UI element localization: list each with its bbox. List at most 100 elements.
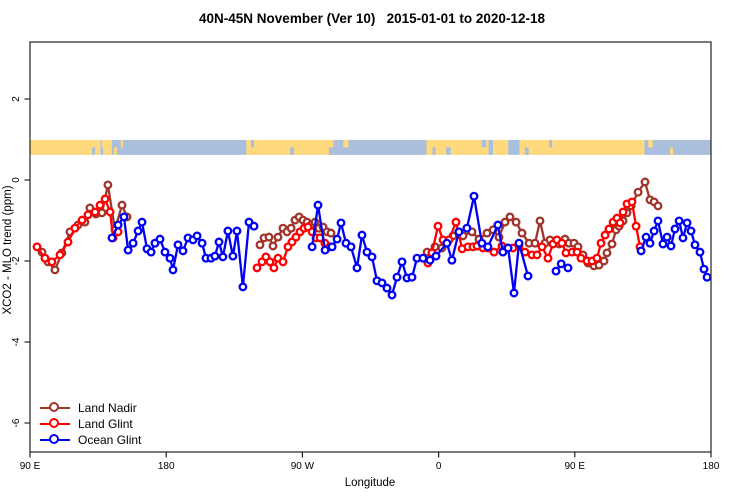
y-tick-label: 0 bbox=[11, 177, 22, 183]
data-point bbox=[653, 201, 663, 211]
data-point bbox=[137, 217, 147, 227]
series-ocean-glint bbox=[107, 191, 712, 300]
data-point bbox=[454, 227, 464, 237]
data-point bbox=[658, 239, 668, 249]
data-point bbox=[649, 226, 659, 236]
land-nadir-marker-icon bbox=[40, 402, 70, 414]
band-speck-ocean bbox=[432, 147, 436, 155]
band-segment-land bbox=[426, 139, 489, 155]
data-point bbox=[265, 257, 275, 267]
legend-label: Land Glint bbox=[78, 417, 133, 431]
data-point bbox=[100, 194, 110, 204]
x-tick-label: 90 E bbox=[20, 461, 41, 472]
data-point bbox=[90, 207, 100, 217]
map-band bbox=[30, 139, 711, 155]
band-segment-ocean bbox=[488, 139, 494, 155]
data-point bbox=[653, 216, 663, 226]
data-point bbox=[433, 221, 443, 231]
band-speck-ocean bbox=[481, 139, 487, 148]
data-point bbox=[451, 217, 461, 227]
data-point bbox=[252, 263, 262, 273]
data-point bbox=[641, 232, 651, 242]
data-point bbox=[670, 224, 680, 234]
chart-title: 40N-45N November (Ver 10) 2015-01-01 to … bbox=[199, 11, 545, 26]
band-segment-land bbox=[103, 139, 112, 155]
data-point bbox=[596, 238, 606, 248]
y-tick-label: 2 bbox=[11, 96, 22, 102]
band-speck-ocean bbox=[446, 147, 451, 155]
band-speck-land bbox=[113, 147, 118, 155]
data-point bbox=[336, 218, 346, 228]
data-point bbox=[431, 251, 441, 261]
data-point bbox=[197, 238, 207, 248]
band-speck-land bbox=[670, 147, 674, 155]
data-point bbox=[269, 263, 279, 273]
legend: Land Nadir Land Glint Ocean Glint bbox=[40, 400, 141, 448]
data-point bbox=[232, 226, 242, 236]
y-axis-label: XCO2 - MLO trend (ppm) bbox=[2, 185, 14, 314]
data-point bbox=[97, 208, 107, 218]
data-point bbox=[255, 240, 265, 250]
data-point bbox=[425, 255, 435, 265]
data-point bbox=[63, 237, 73, 247]
data-point bbox=[133, 226, 143, 236]
data-point bbox=[699, 264, 709, 274]
data-point bbox=[326, 228, 336, 238]
data-point bbox=[83, 210, 93, 220]
legend-item-ocean-glint: Ocean Glint bbox=[40, 432, 141, 448]
data-point bbox=[407, 272, 417, 282]
data-point bbox=[509, 288, 519, 298]
band-segment-ocean bbox=[111, 139, 247, 155]
band-speck-ocean bbox=[549, 139, 553, 148]
data-point bbox=[572, 247, 582, 257]
data-point bbox=[397, 257, 407, 267]
data-point bbox=[273, 232, 283, 242]
data-point bbox=[168, 265, 178, 275]
band-speck-ocean bbox=[92, 147, 96, 155]
data-point bbox=[40, 253, 50, 263]
data-point bbox=[105, 207, 115, 217]
data-point bbox=[532, 250, 542, 260]
y-tick-label: -2 bbox=[11, 256, 22, 265]
y-tick-label: -4 bbox=[11, 337, 22, 346]
band-segment-ocean bbox=[508, 139, 520, 155]
data-point bbox=[537, 242, 547, 252]
data-point bbox=[690, 240, 700, 250]
legend-item-land-glint: Land Glint bbox=[40, 416, 141, 432]
data-point bbox=[192, 231, 202, 241]
data-point bbox=[418, 253, 428, 263]
band-segment-ocean bbox=[644, 139, 711, 155]
data-point bbox=[505, 212, 515, 222]
data-point bbox=[95, 200, 105, 210]
data-point bbox=[238, 282, 248, 292]
data-point bbox=[489, 247, 499, 257]
band-speck-land bbox=[120, 139, 124, 148]
data-point bbox=[662, 232, 672, 242]
data-point bbox=[367, 252, 377, 262]
data-point bbox=[228, 251, 238, 261]
band-segment-land bbox=[246, 139, 334, 155]
data-point bbox=[313, 200, 323, 210]
data-point bbox=[223, 226, 233, 236]
data-point bbox=[178, 246, 188, 256]
data-point bbox=[32, 242, 42, 252]
band-speck-land bbox=[648, 139, 653, 148]
data-point bbox=[128, 238, 138, 248]
data-point bbox=[615, 218, 625, 228]
data-point bbox=[362, 247, 372, 257]
band-speck-ocean bbox=[328, 147, 334, 155]
data-point bbox=[633, 187, 643, 197]
data-point bbox=[320, 245, 330, 255]
data-point bbox=[640, 177, 650, 187]
data-point bbox=[602, 248, 612, 258]
axes: 90 E 180 90 W 0 90 E 180 2 0 -2 -4 -6 bbox=[11, 96, 720, 472]
x-tick-label: 180 bbox=[158, 461, 175, 472]
data-point bbox=[123, 245, 133, 255]
data-point bbox=[357, 230, 367, 240]
data-point bbox=[55, 250, 65, 260]
data-point bbox=[695, 247, 705, 257]
data-point bbox=[218, 252, 228, 262]
data-point bbox=[514, 238, 524, 248]
data-point bbox=[307, 242, 317, 252]
band-speck-land bbox=[343, 139, 349, 148]
